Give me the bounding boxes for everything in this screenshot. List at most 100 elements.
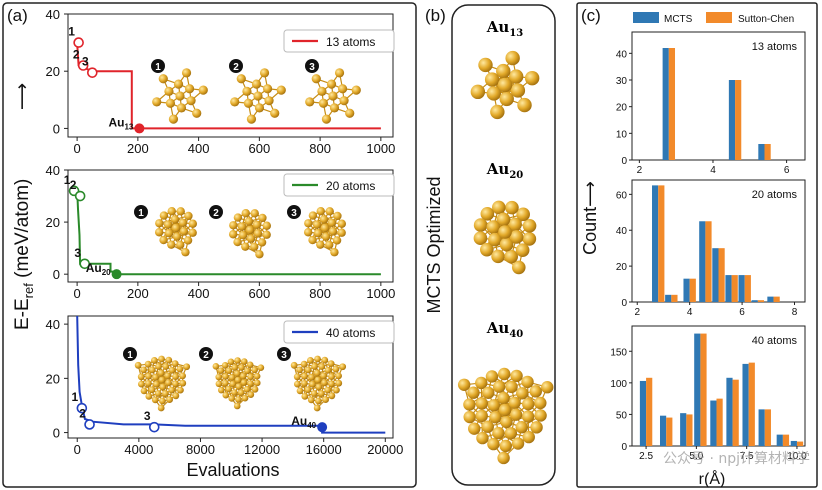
panel-b-border xyxy=(451,4,556,486)
cluster-atom xyxy=(320,372,327,380)
cluster-atom xyxy=(482,386,495,399)
cluster-atom xyxy=(153,380,160,388)
cluster-au20 xyxy=(473,200,537,275)
cluster-atom xyxy=(470,84,486,100)
bar xyxy=(725,275,732,302)
bar xyxy=(751,300,758,302)
cluster-atom xyxy=(522,219,537,233)
cluster-atom xyxy=(176,207,185,216)
cluster-atom xyxy=(234,376,242,384)
cluster-atom xyxy=(145,392,153,400)
cluster-atom xyxy=(228,395,236,402)
x-tick-label: 5.0 xyxy=(689,451,703,462)
bar xyxy=(668,48,676,160)
cluster-atom xyxy=(515,421,528,434)
bar xyxy=(639,380,647,446)
y-tick-label: 0 xyxy=(53,426,60,441)
cluster-atom xyxy=(225,367,233,374)
cluster-atom xyxy=(138,380,145,388)
cluster-atom xyxy=(457,378,471,391)
cluster-atom xyxy=(301,392,309,400)
cluster-image xyxy=(134,355,191,412)
cluster-atom xyxy=(166,396,174,403)
structure-mark-bg xyxy=(123,347,137,361)
cluster-atom xyxy=(529,385,542,398)
cluster-atom xyxy=(155,363,162,370)
cluster-atom xyxy=(327,218,337,227)
cluster-atom xyxy=(534,409,547,422)
cluster-atom xyxy=(175,91,185,101)
cluster-atom xyxy=(192,108,202,118)
bar xyxy=(764,144,771,160)
cluster-atom xyxy=(337,219,347,228)
cluster-atom xyxy=(328,373,335,380)
plot-frame xyxy=(631,31,806,161)
cluster-atom xyxy=(328,380,335,388)
legend-sutton-swatch xyxy=(706,12,732,23)
cluster-atom xyxy=(497,391,510,405)
data-point xyxy=(73,37,84,48)
panel-b-title: MCTS Optimized xyxy=(424,176,444,313)
x-tick-label: 0 xyxy=(73,286,80,301)
structure-mark-bg xyxy=(305,59,319,73)
panel-b-label-au40: Au40 xyxy=(486,319,524,340)
cluster-atom xyxy=(324,386,332,394)
cluster-atom xyxy=(504,427,518,440)
cluster-atom xyxy=(311,363,318,370)
structure-mark: 2 xyxy=(233,62,239,73)
cluster-atom xyxy=(517,97,532,113)
point-label: 2 xyxy=(79,406,86,420)
cluster-image xyxy=(290,355,347,412)
cluster-atom xyxy=(168,386,176,394)
cluster-atom xyxy=(250,209,259,218)
cluster-atom xyxy=(253,379,261,387)
cluster-atom xyxy=(463,410,476,424)
x-tick-label: 8 xyxy=(792,307,798,318)
cluster-atom xyxy=(159,235,168,245)
y-tick-label: 0 xyxy=(53,121,60,136)
cluster-atom xyxy=(304,366,312,374)
cluster-atom xyxy=(198,85,208,95)
cluster-atom xyxy=(188,228,197,237)
structure-mark: 2 xyxy=(203,350,209,361)
cluster-atom xyxy=(148,386,156,394)
structure-mark: 3 xyxy=(309,62,315,73)
cluster-atom xyxy=(325,240,334,250)
cluster-atom xyxy=(511,260,526,275)
legend-mcts-label: MCTS xyxy=(664,14,693,25)
cluster-atom xyxy=(165,379,172,387)
panel-legend: 13 atoms xyxy=(752,41,798,53)
cluster-atom xyxy=(233,237,242,247)
cluster-atom xyxy=(257,238,267,247)
y-tick-label: 40 xyxy=(616,49,628,60)
panel-b-label: (b) xyxy=(425,6,446,25)
cluster-atom xyxy=(179,372,186,380)
bar xyxy=(694,333,701,446)
cluster-atom xyxy=(240,358,248,365)
cluster-atom xyxy=(305,97,315,107)
cluster-atom xyxy=(246,114,257,124)
cluster-atom xyxy=(238,364,245,371)
cluster-atom xyxy=(276,85,286,95)
cluster-atom xyxy=(176,365,184,373)
bar-chart-0: 2 4 6 0 10 20 30 40 13 atoms xyxy=(616,31,806,176)
panel-c-legend: MCTS Sutton-Chen xyxy=(633,12,794,25)
x-tick-label: 4 xyxy=(710,165,716,176)
bar xyxy=(716,398,723,446)
cluster-atom xyxy=(524,70,540,86)
cluster-atom xyxy=(486,86,502,101)
cluster-atom xyxy=(294,380,301,388)
cluster-atom xyxy=(308,235,317,245)
cluster-atom xyxy=(188,219,198,228)
bar xyxy=(646,377,653,446)
legend-label: 40 atoms xyxy=(326,326,375,340)
panel-c-label: (c) xyxy=(581,6,601,25)
y-tick-label: 20 xyxy=(46,64,60,79)
x-tick-label: 0 xyxy=(73,141,80,156)
bar xyxy=(683,278,690,302)
structure-mark: 1 xyxy=(138,208,144,219)
structure-mark: 1 xyxy=(127,350,133,361)
cluster-atom xyxy=(242,86,252,96)
cluster-atom xyxy=(475,397,489,410)
